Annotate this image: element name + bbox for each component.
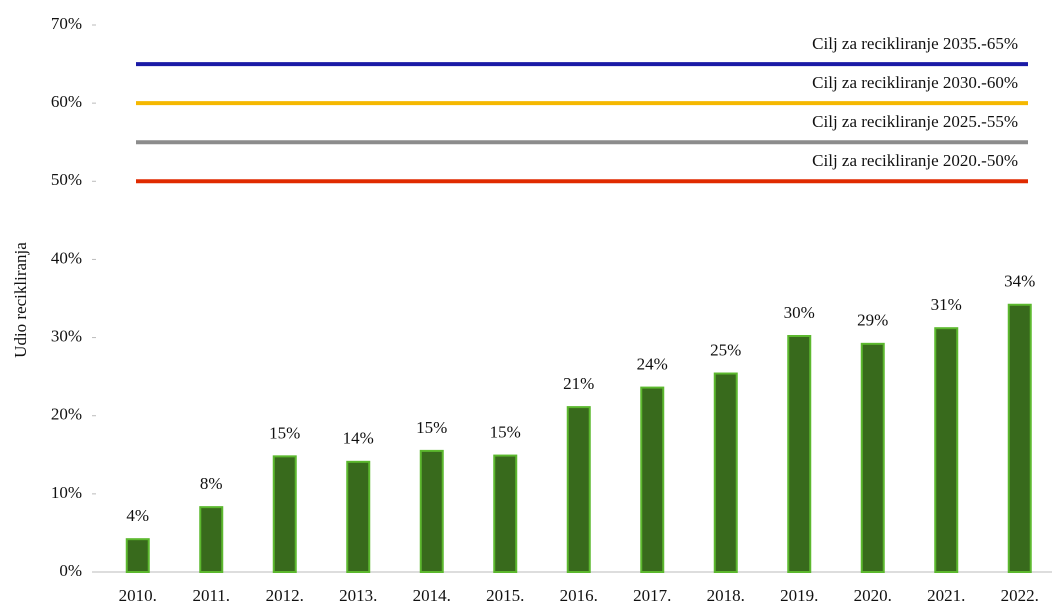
bar — [493, 454, 518, 573]
bar — [199, 506, 224, 573]
y-tick-label: 0% — [59, 561, 82, 580]
y-tick-label: 70% — [51, 14, 82, 33]
x-tick-label: 2019. — [780, 586, 818, 605]
x-tick-label: 2015. — [486, 586, 524, 605]
data-label: 4% — [126, 506, 149, 525]
y-tick-label: 30% — [51, 326, 82, 345]
data-label: 25% — [710, 340, 741, 359]
target-label: Cilj za recikliranje 2020.-50% — [812, 151, 1018, 170]
bar — [419, 449, 444, 573]
x-tick-label: 2020. — [854, 586, 892, 605]
x-tick-label: 2022. — [1001, 586, 1039, 605]
data-label: 34% — [1004, 272, 1035, 291]
x-tick-label: 2016. — [560, 586, 598, 605]
x-tick-label: 2014. — [413, 586, 451, 605]
bar — [713, 372, 738, 574]
target-label: Cilj za recikliranje 2030.-60% — [812, 73, 1018, 92]
data-label: 30% — [784, 303, 815, 322]
y-tick-label: 40% — [51, 248, 82, 267]
target-label: Cilj za recikliranje 2025.-55% — [812, 112, 1018, 131]
data-label: 29% — [857, 311, 888, 330]
bar — [566, 406, 591, 573]
data-label: 15% — [416, 418, 447, 437]
bar — [125, 538, 150, 573]
x-tick-label: 2013. — [339, 586, 377, 605]
data-label: 15% — [490, 422, 521, 441]
data-label: 8% — [200, 474, 223, 493]
x-tick-label: 2018. — [707, 586, 745, 605]
data-label: 31% — [931, 295, 962, 314]
bar — [1007, 303, 1032, 573]
bar — [860, 342, 885, 573]
x-tick-label: 2011. — [192, 586, 230, 605]
y-tick-label: 20% — [51, 405, 82, 424]
bar — [272, 455, 297, 573]
x-tick-label: 2012. — [266, 586, 304, 605]
data-label: 21% — [563, 374, 594, 393]
data-label: 15% — [269, 423, 300, 442]
x-tick-label: 2010. — [119, 586, 157, 605]
bar — [640, 386, 665, 573]
bar — [346, 460, 371, 573]
bar — [787, 335, 812, 573]
data-label: 14% — [343, 429, 374, 448]
bar — [934, 327, 959, 573]
target-label: Cilj za recikliranje 2035.-65% — [812, 34, 1018, 53]
x-tick-label: 2017. — [633, 586, 671, 605]
y-axis-label: Udio recikliranja — [11, 242, 30, 358]
x-tick-label: 2021. — [927, 586, 965, 605]
data-label: 24% — [637, 354, 668, 373]
y-tick-label: 50% — [51, 170, 82, 189]
y-tick-label: 10% — [51, 483, 82, 502]
y-tick-label: 60% — [51, 92, 82, 111]
